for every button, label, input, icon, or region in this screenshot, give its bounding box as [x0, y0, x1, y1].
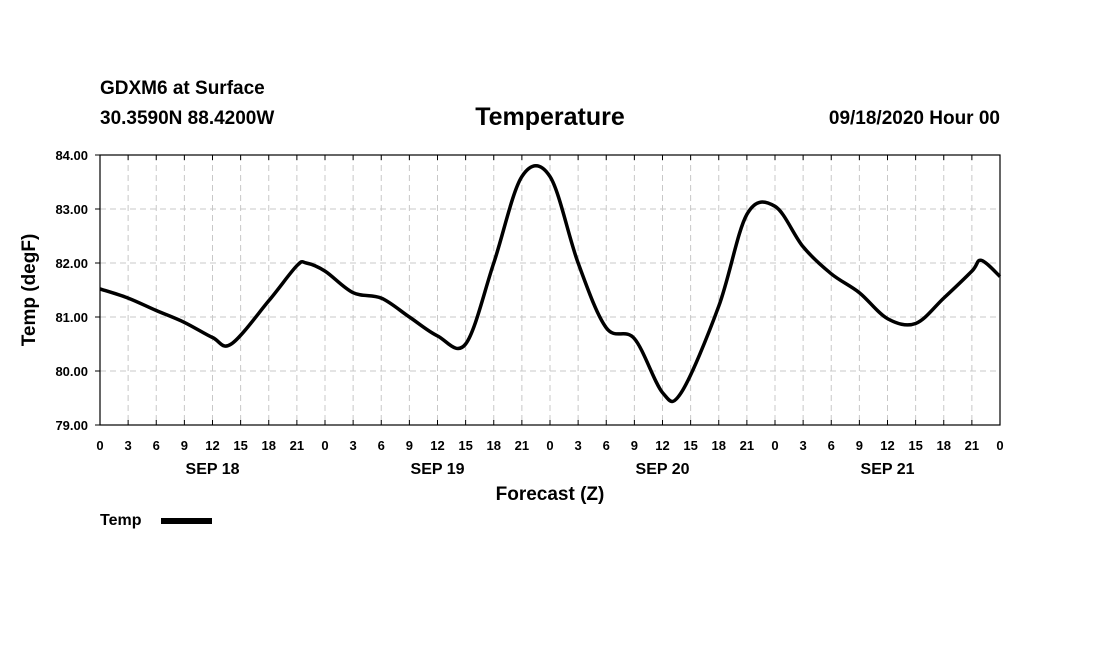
day-label: SEP 18	[186, 461, 240, 478]
x-tick-label: 0	[96, 438, 103, 453]
x-tick-label: 3	[575, 438, 582, 453]
y-tick-label: 79.00	[55, 418, 88, 433]
model-label: GDXM6 at Surface	[100, 78, 265, 99]
x-tick-label: 0	[546, 438, 553, 453]
series-layer	[99, 164, 1002, 404]
x-tick-label: 3	[800, 438, 807, 453]
x-tick-label: 12	[430, 438, 444, 453]
x-tick-label: 15	[233, 438, 247, 453]
x-tick-label: 9	[181, 438, 188, 453]
tick-layer: 79.00 80.00 81.00 82.00 83.00 84.00 0 3 6 9 12 15 18…	[55, 148, 1003, 478]
series-line-temp	[99, 164, 1002, 404]
x-tick-label: 6	[153, 438, 160, 453]
x-tick-label: 21	[965, 438, 979, 453]
x-tick-label: 3	[125, 438, 132, 453]
x-tick-label: 21	[515, 438, 529, 453]
x-axis-label: Forecast (Z)	[496, 484, 605, 505]
x-tick-label: 18	[487, 438, 501, 453]
x-tick-label: 18	[262, 438, 276, 453]
x-tick-label: 12	[880, 438, 894, 453]
x-tick-label: 15	[458, 438, 472, 453]
chart-title: Temperature	[475, 103, 625, 131]
y-tick-label: 82.00	[55, 256, 88, 271]
x-tick-label: 0	[996, 438, 1003, 453]
day-label: SEP 19	[411, 461, 465, 478]
day-label: SEP 20	[636, 461, 690, 478]
x-tick-label: 12	[655, 438, 669, 453]
y-tick-label: 84.00	[55, 148, 88, 163]
y-axis-label: Temp (degF)	[19, 234, 40, 347]
x-tick-label: 6	[828, 438, 835, 453]
x-tick-label: 21	[290, 438, 304, 453]
datetime-label: 09/18/2020 Hour 00	[829, 108, 1000, 129]
x-tick-label: 9	[406, 438, 413, 453]
x-tick-label: 15	[683, 438, 697, 453]
x-tick-label: 6	[378, 438, 385, 453]
x-tick-label: 0	[771, 438, 778, 453]
y-tick-label: 81.00	[55, 310, 88, 325]
x-tick-label: 6	[603, 438, 610, 453]
day-label: SEP 21	[861, 461, 915, 478]
x-tick-label: 9	[856, 438, 863, 453]
x-tick-label: 15	[908, 438, 922, 453]
x-tick-label: 18	[712, 438, 726, 453]
legend-label: Temp	[100, 512, 142, 529]
location-label: 30.3590N 88.4200W	[100, 108, 274, 129]
y-tick-label: 83.00	[55, 202, 88, 217]
x-tick-label: 0	[321, 438, 328, 453]
x-tick-label: 12	[205, 438, 219, 453]
x-tick-label: 3	[350, 438, 357, 453]
x-tick-label: 21	[740, 438, 754, 453]
grid-layer	[100, 155, 1000, 425]
y-tick-label: 80.00	[55, 364, 88, 379]
x-tick-label: 18	[937, 438, 951, 453]
x-tick-label: 9	[631, 438, 638, 453]
